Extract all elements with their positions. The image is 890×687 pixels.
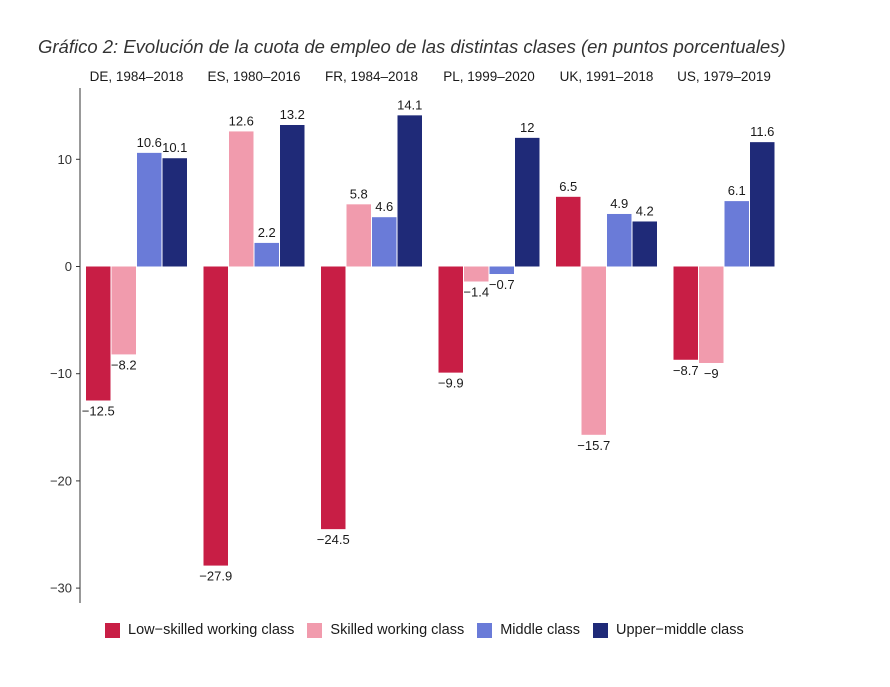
- legend-swatch-low-skilled: [105, 622, 120, 638]
- chart-title: Gráfico 2: Evolución de la cuota de empl…: [38, 36, 786, 57]
- bar-uk-upper-middle-class: [632, 221, 657, 267]
- data-label: 10.6: [137, 135, 162, 150]
- bar-uk-low-skilled-working-class: [556, 196, 581, 267]
- legend-label-skilled: Skilled working class: [330, 622, 465, 638]
- legend-swatch-skilled: [307, 622, 323, 638]
- data-label: 13.2: [280, 107, 305, 122]
- bar-es-low-skilled-working-class: [203, 266, 228, 566]
- facet-label: UK, 1991–2018: [560, 69, 654, 84]
- bar-pl-upper-middle-class: [515, 137, 540, 267]
- bar-fr-skilled-working-class: [346, 204, 371, 267]
- facet-label: ES, 1980–2016: [207, 69, 300, 84]
- data-label: 4.9: [610, 196, 628, 211]
- y-tick-label: −30: [50, 581, 72, 596]
- bar-pl-skilled-working-class: [464, 266, 489, 282]
- facet-label: DE, 1984–2018: [90, 69, 184, 84]
- data-label: −24.5: [317, 532, 350, 547]
- data-label: 14.1: [397, 97, 422, 112]
- y-tick-label: 0: [65, 259, 72, 274]
- data-label: −15.7: [577, 438, 610, 453]
- bar-de-middle-class: [137, 152, 162, 267]
- legend-item-upper-middle: Upper−middle class: [592, 622, 744, 638]
- bar-uk-skilled-working-class: [581, 266, 606, 435]
- legend-label-middle: Middle class: [500, 622, 580, 638]
- bar-fr-middle-class: [372, 217, 397, 267]
- legend-swatch-middle: [477, 622, 493, 638]
- bar-de-upper-middle-class: [162, 158, 187, 267]
- data-label: −9: [704, 366, 719, 381]
- data-label: −8.7: [673, 363, 699, 378]
- data-label: −1.4: [463, 285, 489, 300]
- data-label: 12.6: [229, 113, 254, 128]
- legend-item-skilled: Skilled working class: [307, 622, 464, 638]
- bar-es-middle-class: [254, 242, 279, 267]
- data-label: 11.6: [750, 124, 774, 139]
- y-tick-label: 10: [58, 152, 72, 167]
- bar-pl-middle-class: [489, 266, 514, 275]
- bar-es-upper-middle-class: [280, 124, 305, 267]
- facet-label: US, 1979–2019: [677, 69, 771, 84]
- facet-label: FR, 1984–2018: [325, 69, 418, 84]
- bar-de-skilled-working-class: [111, 266, 136, 355]
- data-label: 6.5: [559, 179, 577, 194]
- legend-item-low-skilled: Low−skilled working class: [105, 622, 294, 638]
- data-label: −9.9: [438, 376, 464, 391]
- legend-label-low-skilled: Low−skilled working class: [128, 622, 295, 638]
- bar-fr-upper-middle-class: [397, 115, 422, 267]
- bar-de-low-skilled-working-class: [86, 266, 111, 401]
- data-label: 4.6: [375, 199, 393, 214]
- y-tick-label: −10: [50, 366, 72, 381]
- data-label: −12.5: [82, 404, 115, 419]
- data-label: 5.8: [350, 186, 368, 201]
- legend-swatch-upper-middle: [592, 622, 608, 638]
- data-label: 12: [520, 120, 534, 135]
- data-label: −27.9: [199, 569, 232, 584]
- data-label: −0.7: [489, 277, 515, 292]
- legend: Low−skilled working class Skilled workin…: [105, 622, 757, 638]
- data-label: 2.2: [258, 225, 276, 240]
- bar-pl-low-skilled-working-class: [438, 266, 463, 373]
- bar-fr-low-skilled-working-class: [321, 266, 346, 530]
- data-label: 4.2: [636, 203, 654, 218]
- bar-us-upper-middle-class: [750, 142, 775, 267]
- bar-uk-middle-class: [607, 213, 632, 267]
- data-label: 10.1: [162, 140, 187, 155]
- data-label: −8.2: [111, 357, 137, 372]
- bar-us-low-skilled-working-class: [673, 266, 698, 360]
- data-label: 6.1: [728, 183, 746, 198]
- legend-label-upper-middle: Upper−middle class: [615, 622, 744, 638]
- facet-label: PL, 1999–2020: [443, 69, 535, 84]
- legend-item-middle: Middle class: [477, 622, 580, 638]
- bar-us-middle-class: [724, 201, 749, 267]
- bar-us-skilled-working-class: [699, 266, 724, 363]
- y-tick-label: −20: [50, 473, 72, 488]
- bar-es-skilled-working-class: [229, 131, 254, 267]
